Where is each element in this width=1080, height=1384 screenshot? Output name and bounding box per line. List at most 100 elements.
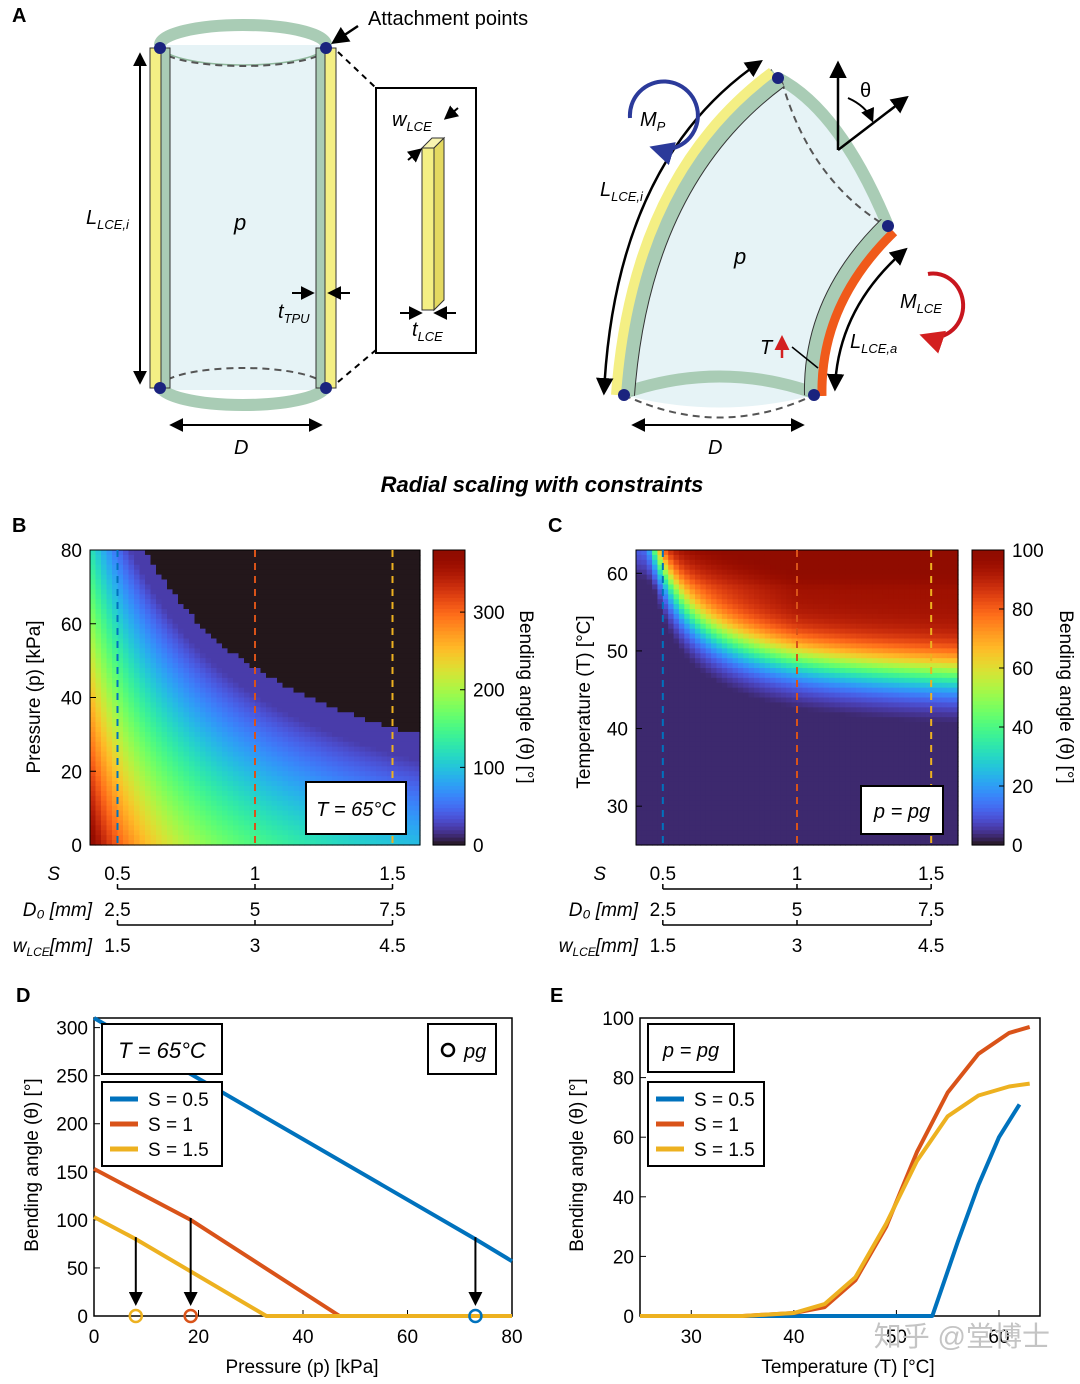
heatmap-cell bbox=[668, 771, 675, 777]
heatmap-cell bbox=[233, 751, 240, 758]
colorbar-segment bbox=[433, 572, 465, 577]
heatmap-cell bbox=[167, 653, 174, 659]
heatmap-cell bbox=[310, 589, 317, 595]
heatmap-cell bbox=[106, 579, 113, 586]
heatmap-cell bbox=[227, 815, 234, 822]
heatmap-cell bbox=[414, 579, 421, 586]
heatmap-cell bbox=[249, 830, 256, 836]
heatmap-cell bbox=[183, 766, 190, 772]
heatmap-cell bbox=[315, 840, 322, 846]
heatmap-cell bbox=[716, 776, 723, 782]
heatmap-cell bbox=[211, 579, 218, 586]
heatmap-cell bbox=[205, 746, 212, 753]
heatmap-cell bbox=[732, 830, 739, 836]
heatmap-cell bbox=[646, 564, 653, 571]
heatmap-cell bbox=[716, 579, 723, 586]
heatmap-cell bbox=[689, 731, 696, 738]
heatmap-cell bbox=[348, 554, 355, 561]
heatmap-cell bbox=[646, 736, 653, 743]
heatmap-cell bbox=[727, 677, 734, 684]
heatmap-cell bbox=[194, 599, 201, 605]
heatmap-cell bbox=[641, 702, 648, 708]
heatmap-cell bbox=[216, 830, 223, 836]
heatmap-cell bbox=[662, 633, 669, 640]
heatmap-cell bbox=[657, 648, 664, 654]
heatmap-cell bbox=[293, 702, 300, 708]
attachment-dot bbox=[618, 389, 630, 401]
heatmap-cell bbox=[216, 776, 223, 782]
heatmap-cell bbox=[370, 771, 377, 777]
heatmap-cell bbox=[304, 682, 311, 689]
heatmap-cell bbox=[343, 727, 350, 733]
panel-letter-b: B bbox=[12, 515, 26, 537]
heatmap-cell bbox=[266, 559, 273, 566]
heatmap-cell bbox=[277, 741, 284, 748]
heatmap-cell bbox=[255, 722, 262, 728]
heatmap-cell bbox=[266, 618, 273, 625]
heatmap-cell bbox=[244, 815, 251, 822]
heatmap-cell bbox=[354, 712, 361, 718]
heatmap-cell bbox=[737, 712, 744, 718]
heatmap-cell bbox=[112, 795, 119, 802]
heatmap-cell bbox=[233, 810, 240, 817]
heatmap-cell bbox=[304, 677, 311, 684]
heatmap-cell bbox=[139, 741, 146, 748]
heatmap-cell bbox=[227, 623, 234, 630]
heatmap-cell bbox=[216, 786, 223, 792]
heatmap-cell bbox=[293, 746, 300, 753]
heatmap-cell bbox=[721, 761, 728, 767]
heatmap-cell bbox=[299, 599, 306, 605]
heatmap-cell bbox=[233, 613, 240, 620]
heatmap-cell bbox=[145, 643, 152, 649]
heatmap-cell bbox=[106, 795, 113, 802]
heatmap-cell bbox=[381, 609, 388, 615]
heatmap-cell bbox=[392, 584, 399, 590]
heatmap-cell bbox=[244, 746, 251, 753]
heatmap-cell bbox=[381, 712, 388, 718]
heatmap-cell bbox=[117, 697, 124, 704]
heatmap-cell bbox=[211, 746, 218, 753]
heatmap-cell bbox=[668, 766, 675, 772]
heatmap-cell bbox=[321, 756, 328, 763]
heatmap-cell bbox=[359, 648, 366, 654]
heatmap-cell bbox=[211, 727, 218, 733]
heatmap-cell bbox=[662, 677, 669, 684]
heatmap-cell bbox=[326, 589, 333, 595]
heatmap-cell bbox=[727, 835, 734, 841]
heatmap-cell bbox=[216, 574, 223, 581]
heatmap-cell bbox=[123, 569, 130, 576]
heatmap-cell bbox=[662, 727, 669, 733]
heatmap-cell bbox=[200, 756, 207, 763]
colorbar-segment bbox=[433, 749, 465, 754]
heatmap-cell bbox=[299, 736, 306, 743]
heatmap-cell bbox=[684, 584, 691, 590]
heatmap-cell bbox=[106, 761, 113, 767]
colorbar-segment bbox=[433, 660, 465, 665]
heatmap-cell bbox=[205, 815, 212, 822]
heatmap-cell bbox=[238, 805, 245, 812]
heatmap-cell bbox=[238, 687, 245, 694]
heatmap-cell bbox=[233, 707, 240, 713]
heatmap-cell bbox=[266, 776, 273, 782]
heatmap-cell bbox=[101, 756, 108, 763]
heatmap-cell bbox=[156, 559, 163, 566]
heatmap-cell bbox=[260, 702, 267, 708]
heatmap-cell bbox=[145, 559, 152, 566]
heatmap-cell bbox=[652, 618, 659, 625]
heatmap-cell bbox=[732, 663, 739, 669]
heatmap-cell bbox=[139, 579, 146, 586]
heatmap-cell bbox=[727, 623, 734, 630]
heatmap-cell bbox=[244, 766, 251, 772]
heatmap-cell bbox=[657, 727, 664, 733]
heatmap-cell bbox=[145, 825, 152, 831]
heatmap-cell bbox=[304, 569, 311, 576]
heatmap-cell bbox=[409, 564, 416, 571]
heatmap-cell bbox=[189, 687, 196, 694]
theta-label: θ bbox=[860, 80, 871, 102]
heatmap-cell bbox=[310, 731, 317, 738]
heatmap-cell bbox=[348, 756, 355, 763]
temperature-label: T bbox=[760, 337, 774, 359]
heatmap-cell bbox=[299, 815, 306, 822]
heatmap-cell bbox=[227, 658, 234, 664]
heatmap-cell bbox=[343, 554, 350, 561]
